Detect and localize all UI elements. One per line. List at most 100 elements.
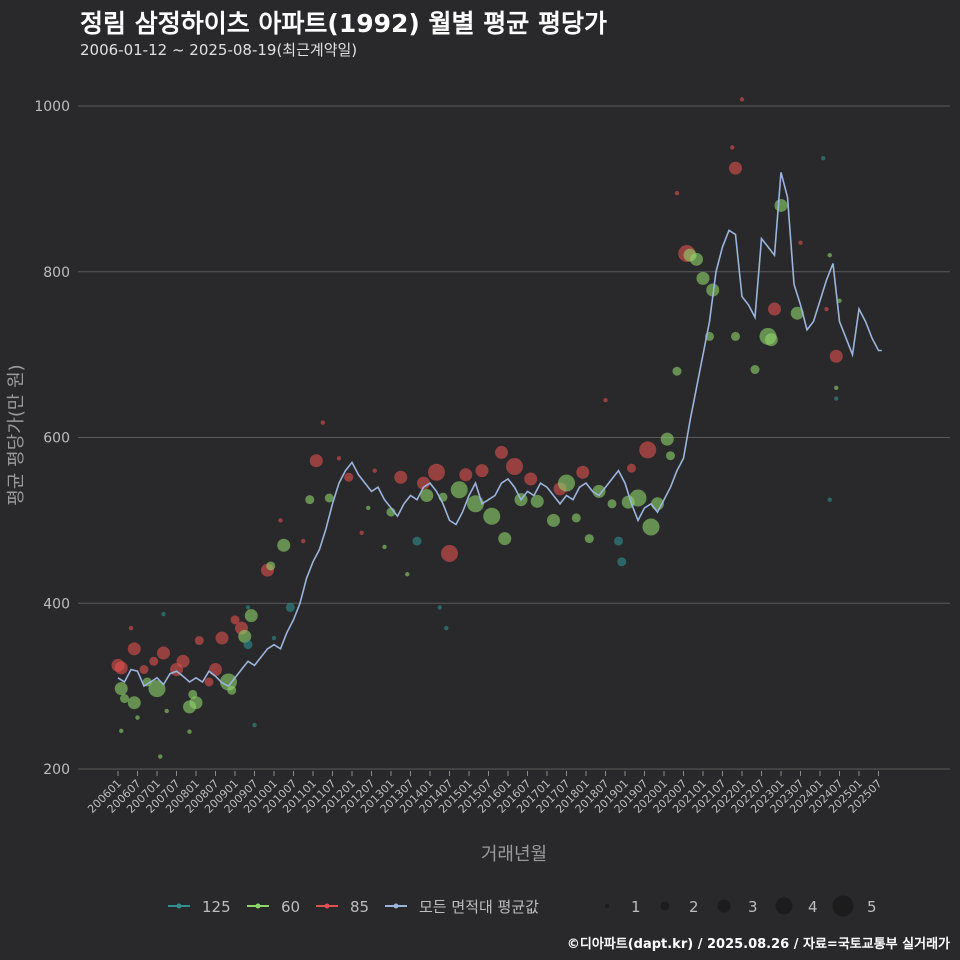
point-60-14: [164, 708, 169, 714]
point-60-16: [158, 754, 163, 759]
point-85-65: [459, 468, 473, 482]
point-60-120: [837, 298, 842, 303]
point-60-68: [483, 507, 501, 525]
point-125-32: [245, 605, 251, 610]
point-60-7: [127, 696, 141, 710]
legend-size-circle-2: [660, 901, 670, 911]
point-60-83: [607, 499, 617, 509]
point-85-69: [495, 445, 508, 459]
point-60-77: [558, 474, 575, 492]
legend: 125 60 85 모든 면적대 평균값 1 2 3 4 5: [168, 895, 877, 917]
point-85-6: [128, 625, 134, 631]
point-85-29: [230, 615, 240, 625]
average-line: [117, 172, 882, 688]
point-85-114: [824, 306, 829, 312]
point-85-82: [603, 398, 608, 403]
point-60-88: [629, 489, 647, 507]
point-60-23: [187, 729, 192, 734]
point-125-113: [821, 156, 826, 161]
point-85-45: [320, 420, 325, 425]
point-85-25: [209, 663, 222, 677]
y-tick-600: 600: [43, 431, 70, 447]
point-60-34: [244, 609, 258, 623]
point-125-56: [412, 536, 422, 546]
point-85-67: [475, 464, 489, 478]
legend-size-label-5: 5: [867, 898, 877, 916]
point-85-26: [215, 631, 229, 645]
point-125-84: [614, 536, 623, 546]
point-60-28: [227, 685, 237, 695]
point-125-63: [444, 625, 449, 631]
point-60-31: [238, 629, 252, 643]
point-60-108: [764, 333, 778, 347]
point-60-2: [114, 682, 128, 696]
point-60-78: [571, 513, 581, 523]
point-85-24: [204, 677, 214, 687]
point-125-119: [834, 396, 839, 401]
point-85-89: [639, 441, 657, 459]
point-85-59: [428, 463, 445, 481]
point-60-37: [266, 561, 276, 571]
point-85-1: [114, 661, 128, 675]
point-85-73: [524, 472, 538, 486]
y-tick-labels: 200 400 600 800 1000: [34, 99, 70, 778]
point-60-98: [690, 252, 703, 266]
point-60-80: [584, 534, 594, 544]
point-125-60: [437, 605, 442, 610]
grid-lines: [78, 105, 950, 770]
legend-size-label-2: 2: [689, 898, 699, 916]
point-125-116: [827, 497, 832, 502]
y-tick-1000: 1000: [34, 99, 70, 115]
point-60-74: [530, 494, 544, 508]
point-60-10: [142, 677, 152, 687]
legend-size-label-3: 3: [748, 898, 758, 916]
point-85-48: [344, 472, 354, 482]
point-60-92: [660, 432, 674, 446]
legend-dot-1: [255, 903, 261, 909]
y-axis-title: 평균 평당가(만 원): [6, 364, 27, 505]
point-60-43: [305, 495, 315, 505]
point-60-115: [827, 252, 832, 258]
legend-label-1: 60: [281, 898, 300, 916]
point-85-103: [729, 161, 742, 175]
point-60-3: [120, 694, 129, 704]
point-60-75: [547, 513, 560, 527]
chart-subtitle: 2006-01-12 ~ 2025-08-19(최근계약일): [80, 41, 358, 59]
point-60-40: [277, 538, 291, 552]
point-85-117: [829, 349, 843, 363]
legend-label-0: 125: [202, 898, 231, 916]
point-60-110: [774, 198, 788, 212]
legend-label-3: 모든 면적대 평균값: [419, 898, 539, 916]
point-60-93: [666, 451, 675, 461]
point-85-51: [372, 468, 377, 473]
point-60-52: [382, 544, 387, 550]
legend-size-circle-3: [717, 899, 731, 913]
point-85-57: [417, 476, 430, 490]
footer-credit: ©디아파트(dapt.kr) / 2025.08.26 / 자료=국토교통부 실…: [566, 937, 950, 952]
point-60-58: [420, 489, 434, 503]
point-60-99: [696, 271, 710, 285]
point-85-18: [176, 654, 190, 668]
point-85-13: [157, 646, 170, 660]
y-tick-800: 800: [43, 265, 70, 281]
point-125-15: [161, 611, 166, 617]
point-85-11: [149, 656, 159, 666]
point-125-38: [271, 635, 277, 641]
point-85-9: [139, 665, 149, 675]
point-85-21: [194, 636, 204, 646]
data-points: [111, 97, 843, 759]
point-125-35: [252, 722, 257, 728]
legend-size-label-1: 1: [631, 898, 641, 916]
legend-dot-2: [324, 903, 330, 909]
point-60-46: [324, 493, 334, 503]
y-tick-400: 400: [43, 596, 70, 612]
point-60-22: [189, 696, 203, 710]
point-125-41: [285, 602, 295, 612]
point-60-66: [467, 495, 484, 513]
x-axis-title: 거래년월: [481, 844, 547, 865]
point-85-49: [359, 530, 364, 536]
legend-dot-3: [393, 903, 399, 909]
point-85-105: [739, 97, 745, 102]
point-60-101: [706, 283, 720, 297]
